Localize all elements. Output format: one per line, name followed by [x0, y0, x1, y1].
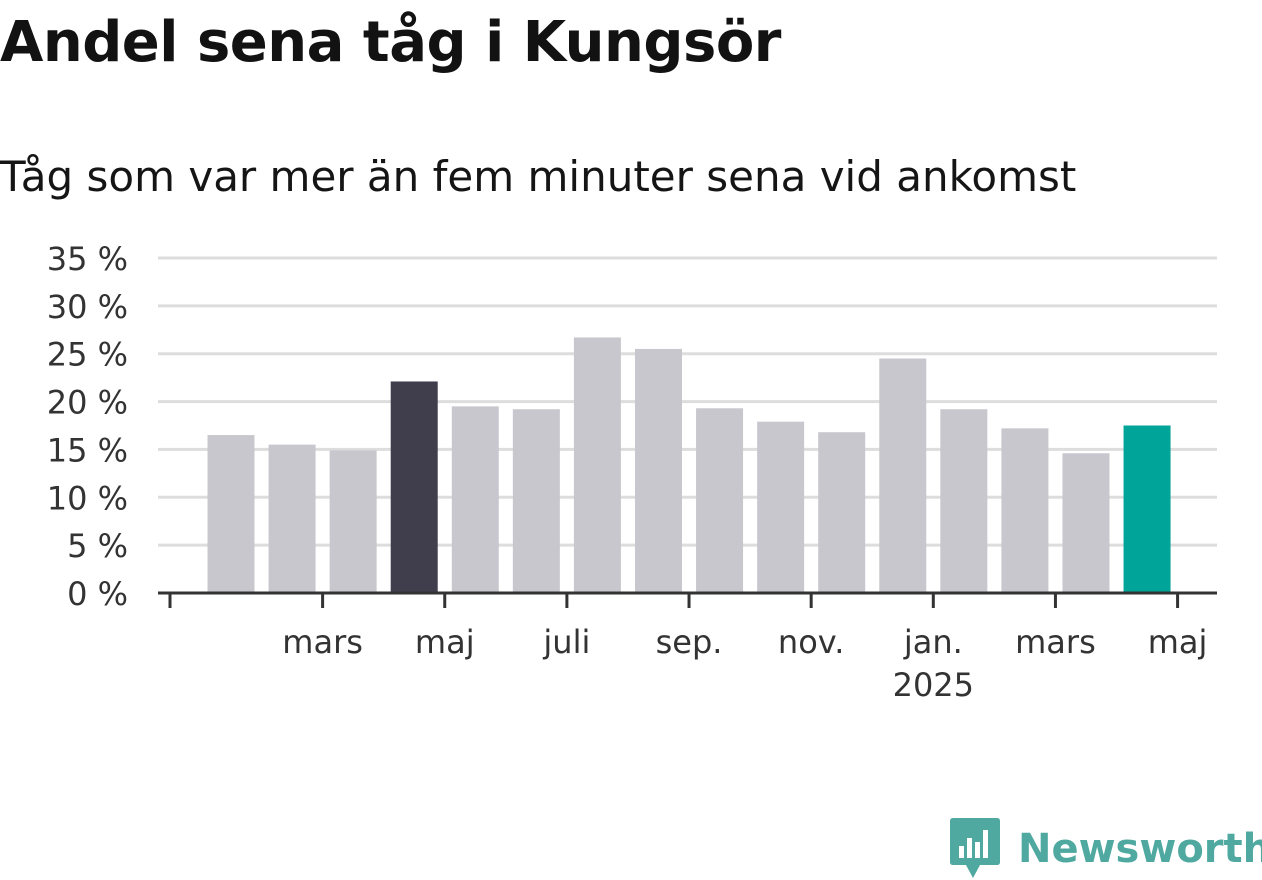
newsworthy-logo-icon — [950, 818, 1000, 878]
bar — [696, 408, 744, 593]
bar — [268, 444, 316, 593]
y-tick-label: 35 % — [47, 240, 128, 278]
x-tick-label: nov. — [778, 623, 844, 661]
y-tick-label: 10 % — [47, 479, 128, 517]
chart-subtitle: Tåg som var mer än fem minuter sena vid … — [0, 152, 1077, 201]
y-tick-label: 0 % — [67, 575, 128, 613]
grid-lines — [158, 256, 1217, 547]
x-tick-label: maj — [1148, 623, 1208, 661]
x-tick-label: sep. — [656, 623, 723, 661]
x-tick-label: jan. — [903, 623, 963, 661]
bar — [573, 337, 621, 593]
x-tick-label: maj — [415, 623, 475, 661]
y-tick-label: 15 % — [47, 431, 128, 469]
bar — [1001, 428, 1049, 593]
y-tick-label: 20 % — [47, 384, 128, 422]
chart-title: Andel sena tåg i Kungsör — [0, 10, 781, 75]
bar — [390, 381, 438, 593]
bar — [879, 358, 927, 593]
x-tick-label: mars — [282, 623, 363, 661]
x-tick-labels: mars maj juli sep. nov. jan. 2025 mars maj — [282, 623, 1207, 704]
bars — [207, 337, 1171, 593]
bar — [1062, 453, 1110, 593]
bar — [1123, 425, 1171, 593]
bar — [757, 421, 805, 593]
x-tick-label: juli — [542, 623, 590, 661]
newsworthy-logo: Newsworthy — [950, 818, 1262, 880]
bar — [512, 409, 560, 593]
bar — [634, 348, 682, 593]
bar — [207, 435, 255, 593]
x-tick-label: mars — [1015, 623, 1096, 661]
x-tick-label-year: 2025 — [893, 666, 974, 704]
x-axis — [158, 591, 1217, 608]
bar — [329, 450, 377, 593]
bar — [451, 406, 499, 593]
logo-text: Newsworthy — [1018, 826, 1262, 872]
bar-chart: 0 % 5 % 10 % 15 % 20 % 25 % 30 % 35 % mars maj ju… — [47, 240, 1217, 704]
y-tick-label: 30 % — [47, 288, 128, 326]
bar — [818, 432, 866, 593]
y-tick-label: 25 % — [47, 336, 128, 374]
y-tick-labels: 0 % 5 % 10 % 15 % 20 % 25 % 30 % 35 % — [47, 240, 128, 613]
y-tick-label: 5 % — [67, 527, 128, 565]
bar — [940, 409, 988, 593]
